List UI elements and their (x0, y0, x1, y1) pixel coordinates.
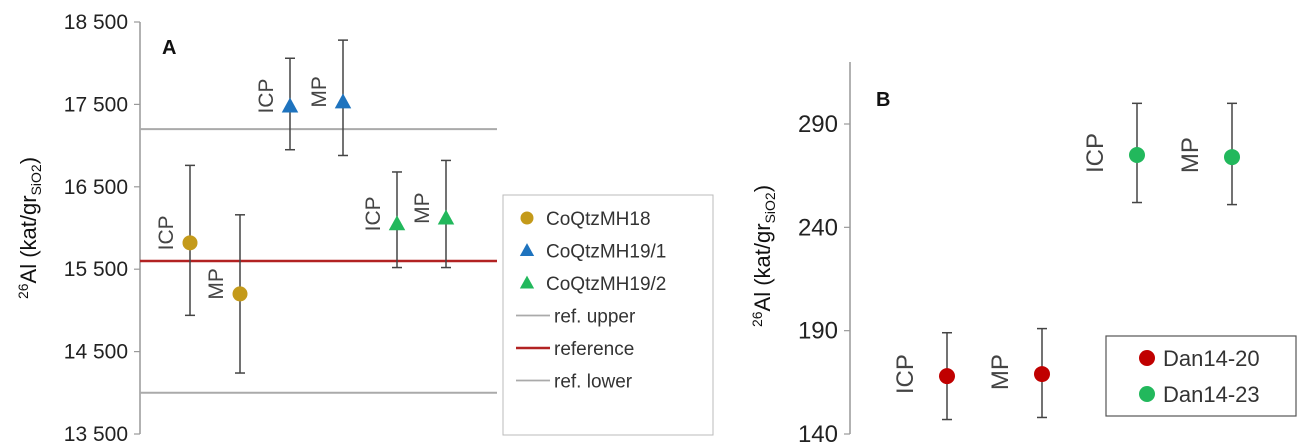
y-axis-label-a-sub: SiO2 (28, 164, 44, 195)
marker-triangle (437, 209, 455, 225)
y-axis-label-b-sup: 26 (749, 311, 765, 327)
y-tick-label-a: 13 500 (64, 423, 128, 446)
data-point-a: MP (411, 159, 455, 269)
point-annotation: ICP (155, 215, 178, 250)
y-tick-label-b: 140 (798, 421, 838, 446)
data-point-b: ICP (1082, 102, 1145, 204)
legend-swatch-circle (1139, 350, 1155, 366)
data-point-a: ICP (155, 164, 198, 317)
legend-item-a: CoQtzMH18 (520, 209, 651, 230)
y-axis-label-b: 26Al (kat/grSiO2) (749, 185, 778, 327)
legend-label: reference (554, 339, 634, 360)
panel-a: 13 500 14 500 15 500 16 500 17 500 18 500 A 2… (15, 11, 497, 446)
point-annotation: ICP (892, 354, 919, 394)
marker-circle (182, 235, 198, 251)
legend-item-a: ref. upper (516, 307, 636, 328)
legend-item-a: reference (516, 339, 634, 360)
point-annotation: MP (987, 354, 1014, 390)
y-tick-label-a: 14 500 (64, 341, 128, 364)
data-point-a: MP (308, 39, 352, 157)
marker-triangle (388, 215, 406, 231)
legend-a: CoQtzMH18 CoQtzMH19/1 CoQtzMH19/2 ref. uppe… (502, 194, 714, 436)
point-annotation: MP (205, 268, 228, 300)
marker-circle (232, 286, 248, 302)
panel-label-b: B (876, 89, 890, 111)
reference-lines-a (140, 128, 497, 394)
marker-triangle (334, 93, 352, 109)
y-ticks-a: 13 500 14 500 15 500 16 500 17 500 18 500 (64, 11, 140, 446)
point-annotation: MP (411, 192, 434, 224)
legend-item-a: CoQtzMH19/1 (519, 242, 666, 263)
y-ticks-b: 140 190 240 290 (798, 111, 850, 446)
y-tick-label-b: 240 (798, 214, 838, 241)
legend-swatch-circle (1139, 386, 1155, 402)
data-point-b: MP (1177, 102, 1240, 206)
y-tick-label-a: 17 500 (64, 93, 128, 116)
legend-item-b: Dan14-20 (1139, 346, 1260, 371)
data-point-a: ICP (255, 57, 299, 151)
y-axis-label-a: 26Al (kat/grSiO2) (15, 157, 44, 299)
marker-circle (1034, 366, 1050, 383)
y-tick-label-a: 18 500 (64, 11, 128, 34)
legend-swatch-circle (520, 211, 534, 225)
y-axis-label-a-main: Al (kat/gr (16, 195, 41, 283)
y-tick-label-a: 15 500 (64, 258, 128, 281)
marker-triangle (281, 97, 299, 113)
legend-label: Dan14-23 (1163, 382, 1260, 407)
data-points-b: ICP MP ICP MP (892, 102, 1240, 421)
y-tick-label-b: 290 (798, 111, 838, 138)
legend-item-b: Dan14-23 (1139, 382, 1260, 407)
legend-b: Dan14-20 Dan14-23 (1105, 335, 1297, 417)
legend-swatch-triangle (519, 275, 535, 289)
point-annotation: ICP (255, 79, 278, 114)
point-annotation: MP (1177, 137, 1204, 173)
data-point-a: MP (205, 214, 248, 374)
y-axis-label-a-close: ) (16, 157, 41, 164)
panel-label-a: A (162, 37, 176, 59)
legend-label: Dan14-20 (1163, 346, 1260, 371)
legend-label: ref. upper (554, 307, 636, 328)
point-annotation: ICP (1082, 133, 1109, 173)
legend-label: CoQtzMH19/1 (546, 242, 666, 263)
data-points-a: ICP MP ICP MP ICP MP (155, 39, 455, 374)
data-point-b: MP (987, 327, 1050, 419)
legend-item-a: CoQtzMH19/2 (519, 274, 666, 295)
y-tick-label-b: 190 (798, 318, 838, 345)
legend-label: CoQtzMH19/2 (546, 274, 666, 295)
legend-label: ref. lower (554, 372, 633, 393)
y-axis-label-b-close: ) (750, 185, 775, 192)
y-tick-label-a: 16 500 (64, 176, 128, 199)
point-annotation: ICP (362, 196, 385, 231)
data-point-a: ICP (362, 171, 406, 269)
y-axis-label-a-sup: 26 (15, 283, 31, 299)
legend-label: CoQtzMH18 (546, 209, 651, 230)
data-point-b: ICP (892, 331, 955, 421)
point-annotation: MP (308, 76, 331, 108)
marker-circle (1129, 147, 1145, 163)
legend-item-a: ref. lower (516, 372, 633, 393)
marker-circle (1224, 149, 1240, 166)
marker-circle (939, 368, 955, 385)
legend-swatch-triangle (519, 243, 535, 257)
legend-b-frame (1105, 335, 1297, 417)
y-axis-label-b-sub: SiO2 (762, 192, 778, 223)
y-axis-label-b-main: Al (kat/gr (750, 223, 775, 311)
